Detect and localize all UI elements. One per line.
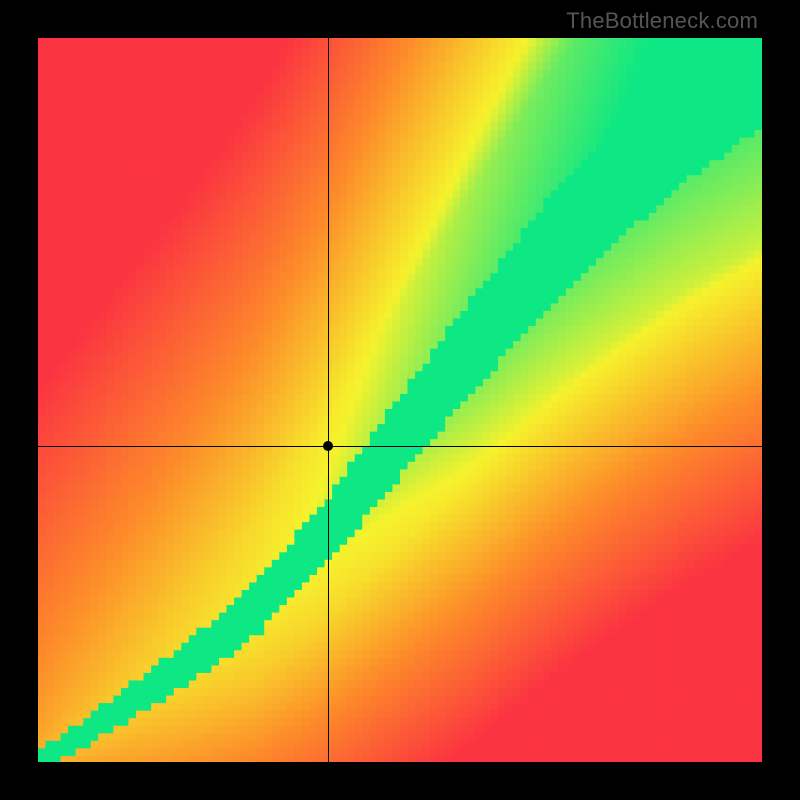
crosshair-marker xyxy=(323,441,333,451)
watermark-text: TheBottleneck.com xyxy=(566,8,758,34)
crosshair-vertical xyxy=(328,38,329,762)
heatmap-canvas xyxy=(38,38,762,762)
heatmap-container: TheBottleneck.com xyxy=(0,0,800,800)
crosshair-horizontal xyxy=(38,446,762,447)
